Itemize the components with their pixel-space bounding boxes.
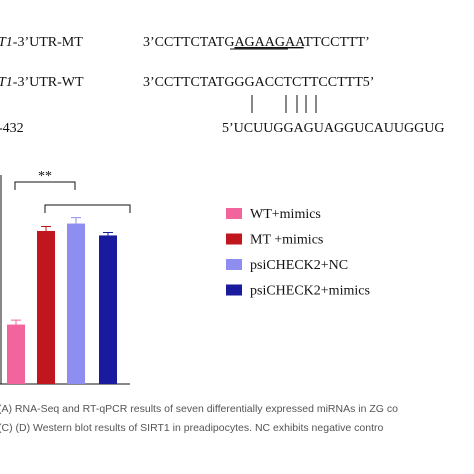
legend-swatch xyxy=(226,259,242,270)
significance: ** xyxy=(38,169,52,184)
legend-label: psiCHECK2+NC xyxy=(250,258,348,273)
error-bar xyxy=(71,217,81,224)
error-bar xyxy=(11,319,21,325)
legend-label: psiCHECK2+mimics xyxy=(250,284,370,299)
bar xyxy=(99,235,117,384)
legend-label: MT +mimics xyxy=(250,233,323,248)
label-rest: -3’UTR-WT xyxy=(13,75,84,90)
seq-part: TTCCTTT’ xyxy=(304,35,370,50)
bar-chart: ** WT+mimics MT +mimics psiCHECK2+NC psiCHE… xyxy=(0,169,370,385)
wt-label: T1-3’UTR-WT xyxy=(0,75,84,90)
mirna-sequence: 5’UCUUGGAGUAGGUCAUUGGUG xyxy=(222,121,444,136)
seq-part: 3’CCTTCTATG xyxy=(143,35,234,50)
mirna-label: -432 xyxy=(0,121,24,136)
pairing-lines xyxy=(251,95,317,113)
error-bar xyxy=(103,231,113,236)
bar xyxy=(67,223,85,384)
mt-sequence: 3’CCTTCTATGAGAAGAATTCCTTT’ xyxy=(143,35,370,50)
legend-swatch xyxy=(226,284,242,296)
seq-mutated: AGAAGAA xyxy=(234,35,306,50)
bar xyxy=(37,230,55,384)
bar xyxy=(7,324,25,384)
gene: T1 xyxy=(0,75,13,90)
mt-label: T1-3’UTR-MT xyxy=(0,35,83,50)
legend-swatch xyxy=(226,208,242,219)
legend-swatch xyxy=(226,233,242,245)
caption-line: (A) RNA-Seq and RT-qPCR results of seven… xyxy=(0,403,398,415)
wt-sequence: 3’CCTTCTATGGGACCTCTTCCTTT5’ xyxy=(143,75,374,90)
significance-bracket xyxy=(14,181,131,213)
legend-label: WT+mimics xyxy=(250,207,321,222)
caption-line: (C) (D) Western blot results of SIRT1 in… xyxy=(0,422,384,434)
label-rest: -3’UTR-MT xyxy=(13,35,83,50)
gene: T1 xyxy=(0,35,13,50)
error-bar xyxy=(41,226,51,231)
